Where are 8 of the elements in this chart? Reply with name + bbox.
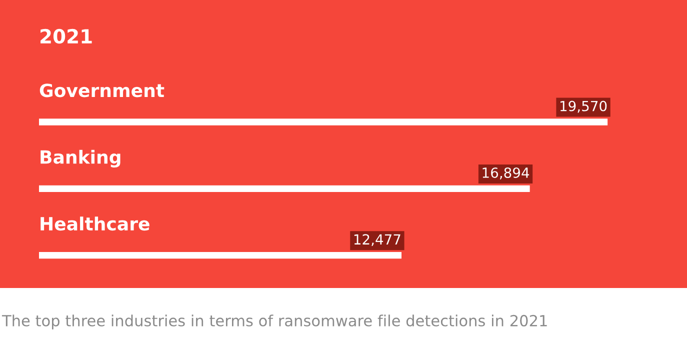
y-tick-label: Healthcare — [40, 216, 150, 231]
chart-title: 2021 — [40, 28, 92, 44]
y-tick-label: Government — [40, 84, 164, 98]
data-label: 12,477 — [354, 234, 400, 246]
text: The top three industries in terms of ransomware file detections in 2021 — [2, 314, 547, 330]
y-tick-label: Banking — [40, 150, 120, 168]
data-label: 19,570 — [560, 100, 607, 113]
data-label: 16,894 — [482, 167, 530, 180]
